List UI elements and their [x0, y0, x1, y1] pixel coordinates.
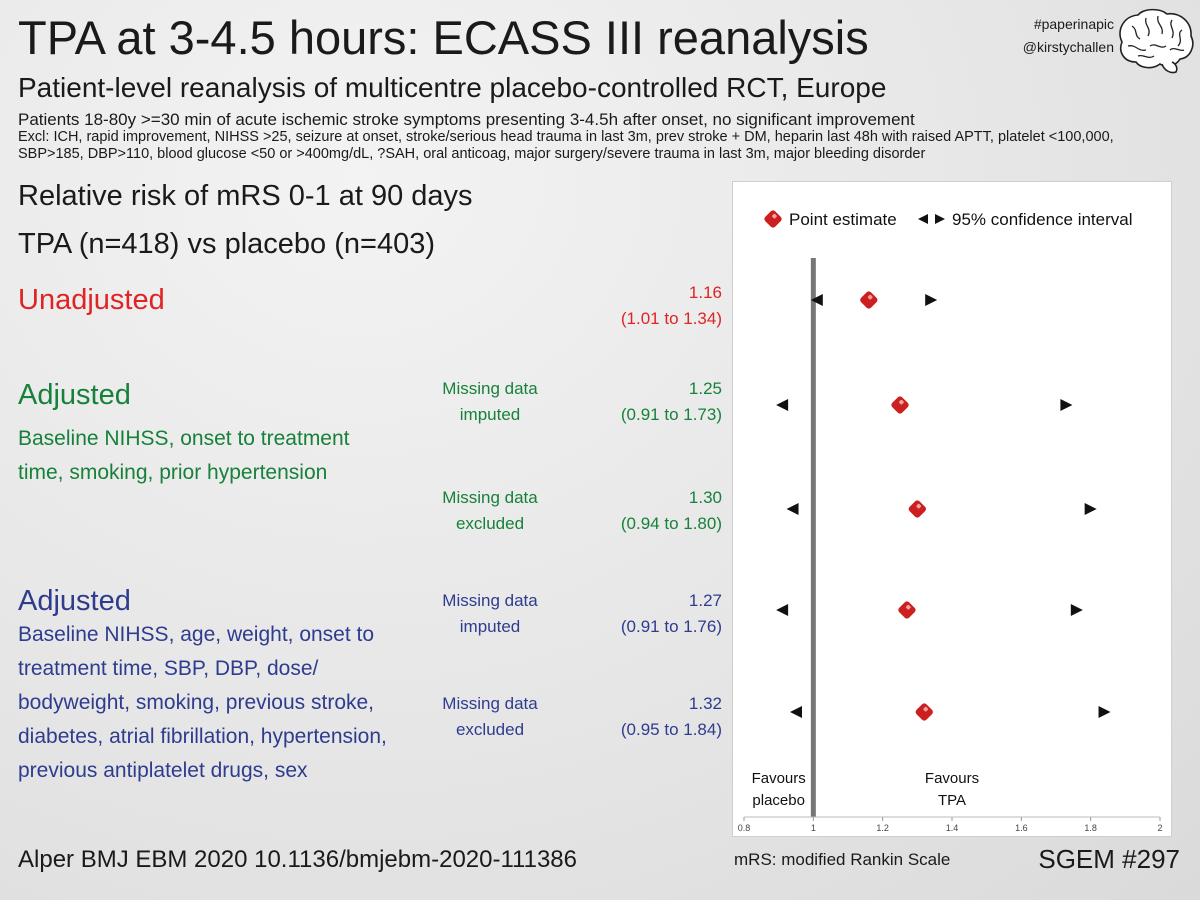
ci-lower-marker — [786, 503, 799, 515]
ci-upper-marker — [1070, 604, 1083, 616]
hashtag: #paperinapic — [1033, 16, 1114, 32]
ci-lower-marker — [790, 706, 802, 718]
model1-excluded-method-line2: excluded — [455, 514, 525, 533]
outcome-heading: Relative risk of mRS 0-1 at 90 days — [18, 180, 473, 212]
forest-plot: Point estimate 95% confidence interval F… — [732, 181, 1172, 837]
model2-imputed-method-line2: imputed — [459, 617, 521, 636]
page-title: TPA at 3-4.5 hours: ECASS III reanalysis — [18, 11, 869, 64]
model2-excluded-estimate: 1.32 — [688, 694, 722, 713]
exclusion-criteria: Excl: ICH, rapid improvement, NIHSS >25,… — [18, 129, 1114, 162]
model1-imputed-estimate: 1.25 — [688, 379, 722, 398]
x-tick-label: 1 — [811, 823, 816, 833]
legend: Point estimate 95% confidence interval — [763, 209, 1133, 229]
favours-tpa-line1: Favours — [925, 770, 979, 787]
unadjusted-title: Unadjusted — [18, 284, 165, 316]
model2-imputed-ci: (0.91 to 1.76) — [620, 617, 722, 636]
x-tick-label: 1.4 — [946, 823, 959, 833]
model2-imputed-method-line1: Missing data — [442, 591, 538, 610]
adjusted-model2-covariates: Baseline NIHSS, age, weight, onset to tr… — [18, 623, 387, 782]
unadjusted-ci: (1.01 to 1.34) — [620, 309, 722, 328]
ci-upper-marker — [1060, 399, 1073, 411]
model2-excluded-method-line1: Missing data — [442, 694, 538, 713]
episode-label: SGEM #297 — [1038, 844, 1180, 874]
model1-excluded-estimate: 1.30 — [688, 488, 722, 507]
mrs-definition: mRS: modified Rankin Scale — [734, 850, 951, 869]
ci-upper-marker — [925, 294, 938, 306]
favours-placebo-line2: placebo — [752, 792, 805, 809]
model1-imputed-ci: (0.91 to 1.73) — [620, 405, 722, 424]
model2-excluded-method-line2: excluded — [455, 720, 525, 739]
x-tick-label: 1.8 — [1084, 823, 1097, 833]
author-handle: @kirstychallen — [1022, 39, 1114, 55]
model1-imputed-method-line1: Missing data — [442, 379, 538, 398]
citation: Alper BMJ EBM 2020 10.1136/bmjebm-2020-1… — [18, 846, 577, 873]
model1-excluded-method-line1: Missing data — [442, 488, 538, 507]
plot-background — [732, 181, 1172, 837]
page-subtitle: Patient-level reanalysis of multicentre … — [18, 72, 887, 103]
favours-labels: Favours placebo Favours TPA — [752, 770, 980, 809]
adjusted-model1-covariates: Baseline NIHSS, onset to treatment time,… — [18, 427, 350, 484]
legend-point-label: Point estimate — [789, 210, 897, 229]
ci-lower-marker — [776, 604, 789, 616]
x-tick-label: 1.2 — [876, 823, 889, 833]
ci-lower-marker — [810, 294, 823, 306]
ci-upper-marker — [1098, 706, 1111, 718]
ci-lower-marker — [776, 399, 789, 411]
model2-imputed-estimate: 1.27 — [688, 591, 722, 610]
comparison-heading: TPA (n=418) vs placebo (n=403) — [18, 228, 435, 260]
brain-icon — [1119, 8, 1194, 74]
unadjusted-estimate: 1.16 — [688, 283, 722, 302]
model2-excluded-ci: (0.95 to 1.84) — [620, 720, 722, 739]
model1-excluded-ci: (0.94 to 1.80) — [620, 514, 722, 533]
favours-placebo-line1: Favours — [752, 770, 806, 787]
x-tick-label: 0.8 — [738, 823, 751, 833]
adjusted-model1-title: Adjusted — [18, 379, 131, 411]
x-tick-label: 2 — [1157, 823, 1162, 833]
model1-imputed-method-line2: imputed — [459, 405, 521, 424]
adjusted-model2-title: Adjusted — [18, 585, 131, 617]
legend-ci-left-arrow — [918, 214, 928, 224]
x-tick-label: 1.6 — [1015, 823, 1028, 833]
legend-ci-right-arrow — [935, 214, 945, 224]
favours-tpa-line2: TPA — [938, 792, 966, 809]
ci-upper-marker — [1084, 503, 1097, 515]
patients-criteria: Patients 18-80y >=30 min of acute ischem… — [18, 110, 915, 129]
legend-ci-label: 95% confidence interval — [952, 210, 1133, 229]
